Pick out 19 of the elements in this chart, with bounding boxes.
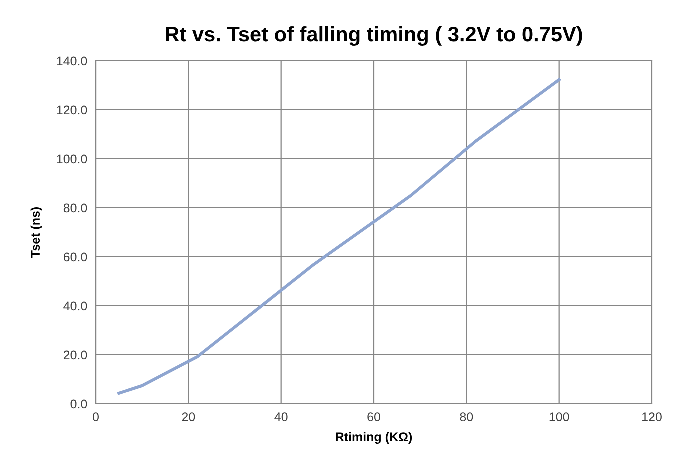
x-tick-label: 40 — [274, 412, 288, 422]
line-series — [118, 78, 561, 395]
y-tick-label: 60.0 — [64, 252, 88, 262]
y-tick-label: 140.0 — [57, 56, 88, 66]
x-tick-label: 80 — [460, 412, 474, 422]
x-tick-label: 100 — [550, 412, 570, 422]
y-tick-label: 40.0 — [64, 302, 88, 311]
x-tick-label: 120 — [642, 412, 662, 422]
y-tick-label: 120.0 — [57, 106, 88, 115]
x-axis-title: Rtiming (KΩ) — [336, 432, 412, 444]
x-tick-label: 0 — [93, 412, 99, 422]
y-tick-label: 80.0 — [64, 204, 88, 213]
y-axis-title: Tset (ns) — [30, 208, 42, 258]
chart-title: Rt vs. Tset of falling timing ( 3.2V to 0.75V) — [166, 26, 582, 46]
x-tick-label: 60 — [368, 412, 380, 422]
x-tick-label: 20 — [182, 412, 196, 422]
y-tick-label: 20.0 — [64, 350, 88, 360]
y-tick-label: 0.0 — [70, 400, 88, 409]
y-tick-label: 100.0 — [57, 154, 88, 164]
